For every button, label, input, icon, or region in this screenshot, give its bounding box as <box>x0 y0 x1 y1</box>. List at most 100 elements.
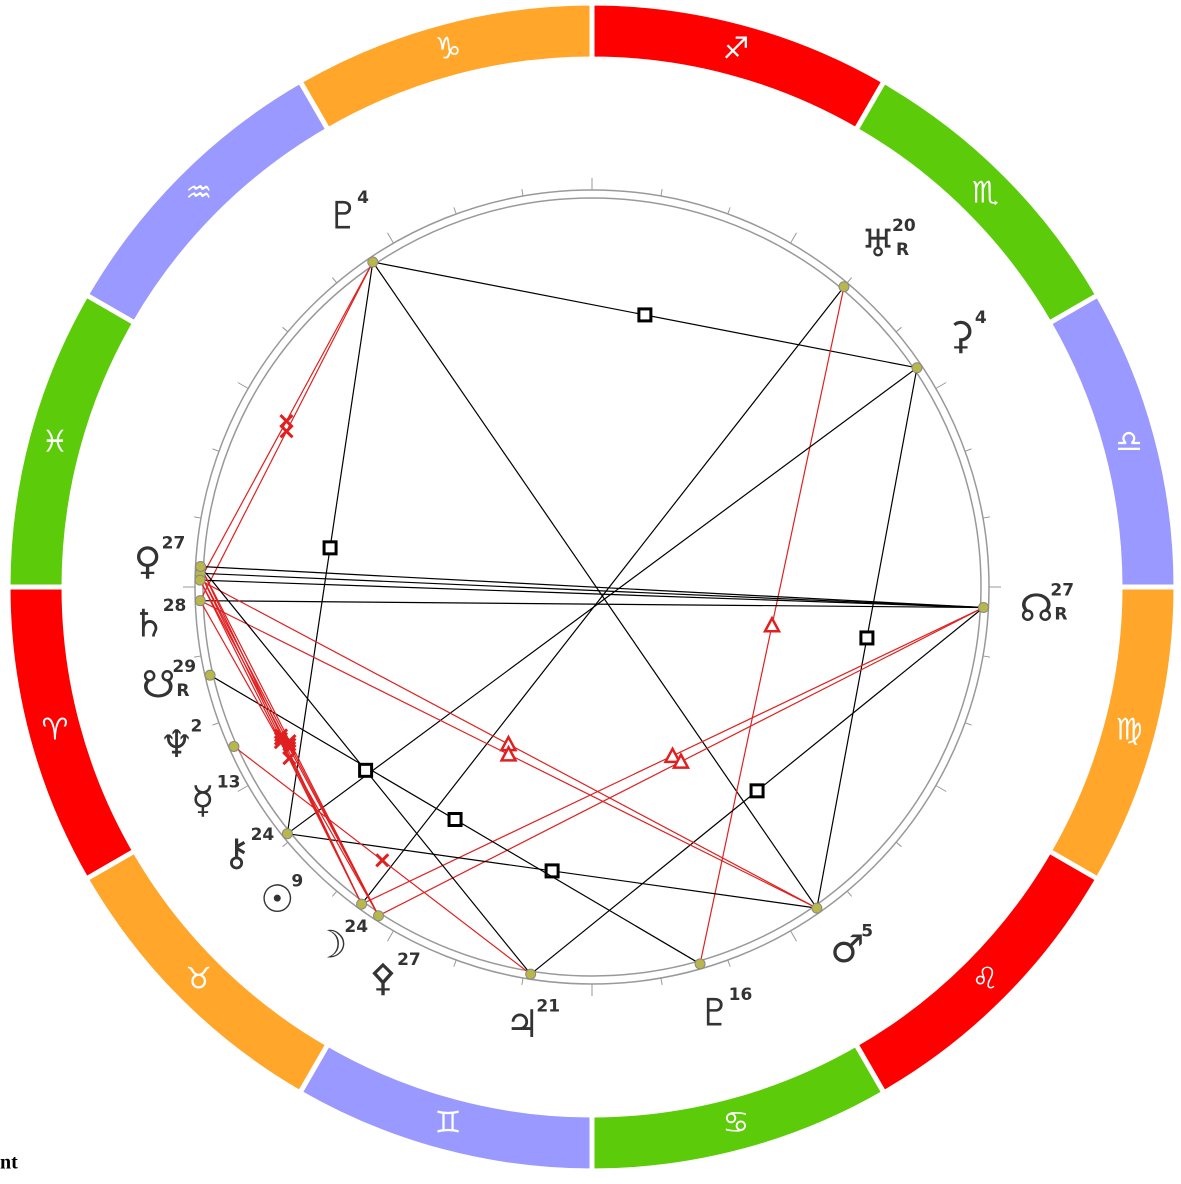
planet-degree: 13 <box>217 773 241 793</box>
planet-degree: 27 <box>162 534 186 554</box>
planet-dot <box>838 281 850 293</box>
aspect-symbol <box>749 783 765 799</box>
sign-glyph: ♐ <box>722 31 749 66</box>
planet-dot <box>281 828 293 840</box>
degree-tick <box>237 785 249 792</box>
degree-tick <box>282 841 289 848</box>
degree-tick <box>212 722 220 726</box>
aspect-symbol <box>358 762 374 778</box>
degree-tick <box>964 448 972 452</box>
degree-tick <box>282 326 289 333</box>
planet-glyph: ♃ <box>505 1002 539 1046</box>
degree-tick <box>194 516 202 519</box>
planet-glyph: ⚷ <box>223 830 251 874</box>
degree-tick <box>453 959 457 967</box>
planet-glyph: ♇ <box>698 990 732 1034</box>
planet-glyph: ♅ <box>861 222 895 266</box>
aspect-symbol <box>279 414 294 429</box>
planet-glyph: ☊ <box>1020 586 1054 630</box>
planet-degree: 16 <box>729 985 753 1005</box>
aspect-line <box>361 286 845 905</box>
degree-tick <box>212 448 220 452</box>
aspect-line <box>200 600 984 609</box>
planet-glyph: ♄ <box>132 601 166 645</box>
retrograde-mark: R <box>176 681 189 701</box>
sign-segment <box>1045 584 1179 883</box>
planet-glyph: ⚳ <box>947 314 975 358</box>
planet-dot <box>194 595 206 607</box>
sign-segment <box>5 291 139 590</box>
planet-degree: 24 <box>251 825 275 845</box>
degree-tick <box>727 959 731 967</box>
degree-tick <box>194 655 202 658</box>
planet-glyph: ⚴ <box>369 955 397 999</box>
planet-dot <box>194 574 206 586</box>
sign-glyph: ♓ <box>41 425 68 460</box>
aspect-symbol <box>671 752 691 769</box>
aspect-symbol <box>859 630 875 646</box>
planet-dot <box>228 740 240 752</box>
sign-glyph: ♊ <box>435 1106 462 1141</box>
degree-tick <box>846 890 853 897</box>
degree-tick <box>237 382 249 389</box>
aspect-symbol <box>499 744 518 762</box>
degree-tick <box>790 232 797 244</box>
degree-tick <box>895 841 902 848</box>
planet-degree: 4 <box>975 308 987 328</box>
planet-degree: 5 <box>861 922 873 942</box>
aspect-symbol <box>279 424 294 439</box>
aspect-symbol <box>663 746 682 764</box>
aspect-line <box>200 579 984 609</box>
degree-tick <box>331 890 338 897</box>
planet-glyph: ♀ <box>134 539 162 583</box>
degree-tick <box>387 232 394 244</box>
planet-degree: 4 <box>357 188 369 208</box>
planet-glyph: ☋ <box>142 663 176 707</box>
planet-degree: 20 <box>892 216 916 236</box>
degree-tick <box>521 977 524 985</box>
degree-tick <box>331 277 338 284</box>
sign-glyph: ♍ <box>1116 712 1143 747</box>
degree-tick <box>935 382 947 389</box>
degree-tick <box>964 722 972 726</box>
planet-glyph: ♂ <box>830 927 864 971</box>
aspect-symbol <box>544 863 560 879</box>
sign-glyph: ♒ <box>185 175 212 210</box>
aspect-symbol <box>637 307 653 323</box>
retrograde-mark: R <box>896 240 909 260</box>
sign-glyph: ♉ <box>185 962 212 997</box>
aspect-symbol <box>762 615 782 633</box>
aspects <box>199 261 984 975</box>
planet-dot <box>356 898 368 910</box>
planet-dot <box>977 602 989 614</box>
sign-segment <box>1045 291 1179 590</box>
planet-glyph: ♆ <box>160 722 194 766</box>
planet-degree: 27 <box>1050 580 1074 600</box>
aspect-line <box>200 565 984 609</box>
degree-tick <box>895 326 902 333</box>
planet-dot <box>195 560 207 572</box>
planet-degree: 28 <box>163 596 187 616</box>
degree-tick <box>660 189 663 197</box>
degree-tick <box>935 785 947 792</box>
planet-degree: 21 <box>536 997 560 1017</box>
planet-degree: 29 <box>172 657 196 677</box>
sign-glyph: ♏ <box>972 175 999 210</box>
planet-glyph: ☽ <box>313 923 347 967</box>
degree-tick <box>982 516 990 519</box>
aspect-symbol <box>375 853 390 868</box>
aspect-line <box>287 367 918 835</box>
planet-degree: 9 <box>291 872 303 892</box>
degree-tick <box>521 189 524 197</box>
sign-glyph: ♎ <box>1116 425 1143 460</box>
sign-glyph: ♌ <box>972 962 999 997</box>
degree-tick <box>453 207 457 215</box>
planet-dot <box>367 256 379 268</box>
planet-glyph: ♇ <box>326 194 360 238</box>
planet-dot <box>911 362 923 374</box>
sign-glyph: ♑ <box>435 31 462 66</box>
sign-glyph: ♋ <box>722 1106 749 1141</box>
aspect-symbol <box>282 751 297 766</box>
